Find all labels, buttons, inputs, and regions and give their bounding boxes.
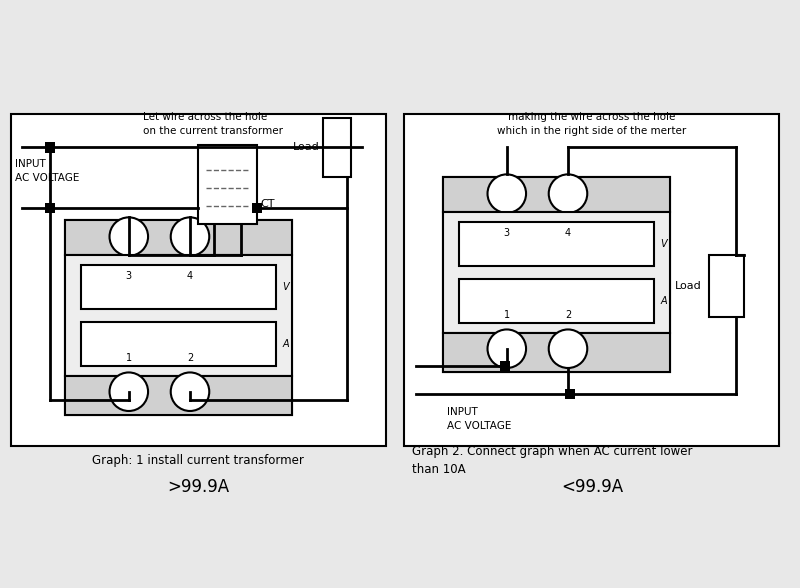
Text: making the wire across the hole
which in the right side of the merter: making the wire across the hole which in… — [498, 112, 686, 136]
Bar — [459, 279, 654, 323]
Text: V: V — [660, 239, 667, 249]
Bar — [81, 322, 276, 366]
Bar — [81, 265, 276, 309]
Bar — [565, 389, 575, 399]
Text: CT: CT — [261, 199, 275, 209]
Text: 4: 4 — [565, 228, 571, 238]
Circle shape — [549, 175, 587, 213]
Text: INPUT
AC VOLTAGE: INPUT AC VOLTAGE — [447, 407, 511, 432]
Text: Graph: 1 install current transformer: Graph: 1 install current transformer — [92, 453, 304, 467]
Circle shape — [487, 329, 526, 368]
Text: A: A — [660, 296, 667, 306]
Text: <99.9A: <99.9A — [561, 477, 623, 496]
Bar — [45, 203, 54, 213]
Bar — [443, 177, 670, 372]
Text: 2: 2 — [565, 310, 571, 320]
Bar — [709, 255, 744, 318]
Bar — [443, 177, 670, 212]
Circle shape — [110, 218, 148, 256]
Circle shape — [487, 175, 526, 213]
Bar — [66, 255, 292, 376]
Bar — [443, 333, 670, 372]
Text: A: A — [282, 339, 289, 349]
Bar — [45, 142, 54, 152]
Bar — [459, 222, 654, 266]
Bar — [66, 220, 292, 415]
Text: Load: Load — [674, 281, 702, 291]
Circle shape — [549, 329, 587, 368]
Circle shape — [170, 218, 210, 256]
Text: V: V — [282, 282, 289, 292]
Bar — [443, 212, 670, 333]
Bar — [66, 220, 292, 255]
Bar — [323, 118, 350, 177]
Text: INPUT
AC VOLTAGE: INPUT AC VOLTAGE — [14, 159, 79, 183]
Text: 2: 2 — [187, 353, 193, 363]
Bar — [66, 376, 292, 415]
Text: 1: 1 — [504, 310, 510, 320]
Text: 1: 1 — [126, 353, 132, 363]
Text: Graph 2. Connect graph when AC current lower
than 10A: Graph 2. Connect graph when AC current l… — [412, 445, 693, 476]
Bar — [10, 114, 386, 446]
Bar — [198, 145, 257, 223]
Circle shape — [110, 372, 148, 411]
Bar — [500, 361, 510, 372]
Text: Load: Load — [293, 142, 319, 152]
Circle shape — [170, 372, 210, 411]
Bar — [404, 114, 779, 446]
Text: >99.9A: >99.9A — [167, 477, 230, 496]
Text: 4: 4 — [187, 271, 193, 281]
Text: 3: 3 — [126, 271, 132, 281]
Text: 3: 3 — [504, 228, 510, 238]
Text: Let wire across the hole
on the current transformer: Let wire across the hole on the current … — [143, 112, 283, 136]
Bar — [252, 203, 262, 213]
